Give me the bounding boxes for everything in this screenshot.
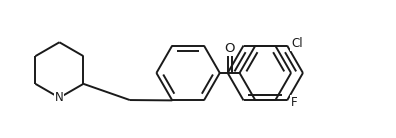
Text: Cl: Cl bbox=[291, 37, 303, 50]
Text: F: F bbox=[291, 96, 298, 109]
Text: N: N bbox=[55, 91, 64, 104]
Text: O: O bbox=[225, 42, 235, 55]
